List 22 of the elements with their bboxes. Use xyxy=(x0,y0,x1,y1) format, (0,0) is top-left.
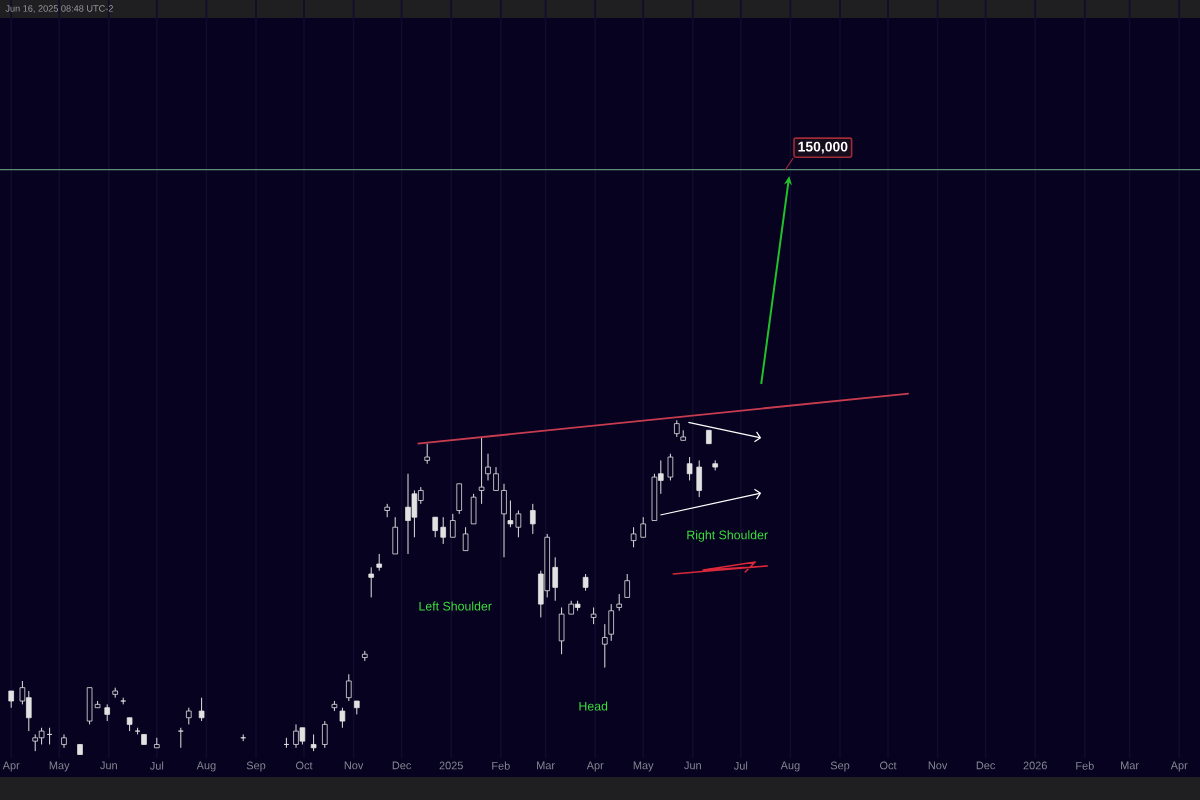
candlestick xyxy=(456,483,462,515)
candlestick xyxy=(624,573,630,598)
candlestick xyxy=(392,516,398,555)
candlestick xyxy=(450,513,456,538)
candlestick xyxy=(515,510,522,538)
candlestick xyxy=(440,516,446,545)
candlestick xyxy=(368,566,374,598)
candlestick xyxy=(478,436,485,505)
candlestick xyxy=(462,526,469,552)
candlestick xyxy=(470,493,477,525)
candlestick xyxy=(61,733,67,749)
candlestick xyxy=(432,516,438,538)
candlestick xyxy=(322,720,328,749)
candlestick xyxy=(339,707,346,729)
candlestick xyxy=(293,723,299,749)
candlestick xyxy=(198,697,205,722)
candlestick xyxy=(530,503,536,535)
candlestick xyxy=(86,687,93,725)
candlestick xyxy=(405,473,411,555)
candlestick xyxy=(346,673,352,702)
candlestick xyxy=(424,443,430,465)
candlestick xyxy=(178,727,184,749)
